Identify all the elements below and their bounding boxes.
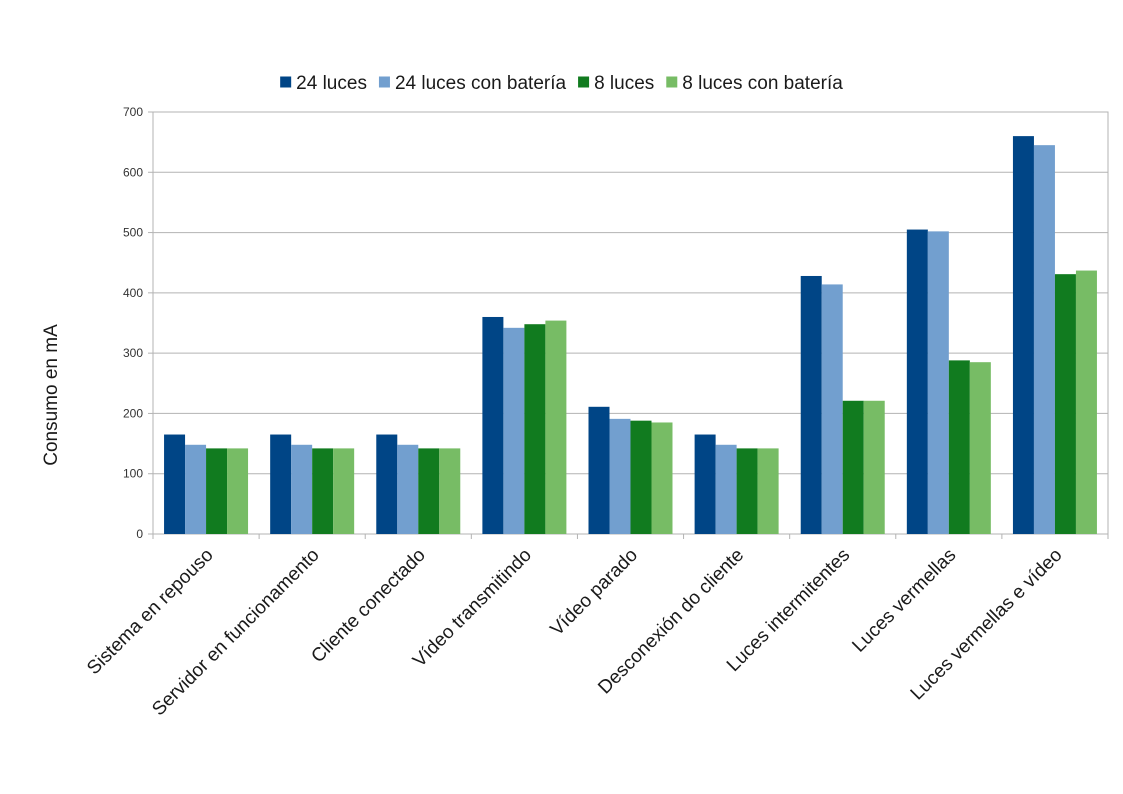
y-tick-label: 700 bbox=[123, 105, 143, 119]
bar bbox=[694, 434, 716, 534]
x-tick-label: Vídeo parado bbox=[547, 545, 643, 641]
legend-item: 8 luces bbox=[578, 73, 654, 94]
y-tick-label: 100 bbox=[123, 467, 143, 481]
y-tick-label: 0 bbox=[136, 527, 143, 541]
legend-label: 24 luces bbox=[296, 73, 367, 94]
bar bbox=[164, 434, 186, 534]
bar bbox=[948, 360, 970, 534]
bar bbox=[1033, 145, 1055, 534]
bar bbox=[906, 229, 928, 535]
bar bbox=[397, 444, 419, 534]
bar bbox=[206, 448, 228, 534]
legend-label: 8 luces con batería bbox=[682, 73, 843, 94]
legend-item: 8 luces con batería bbox=[666, 73, 843, 94]
bar bbox=[376, 434, 398, 534]
bar bbox=[418, 448, 440, 534]
bar bbox=[1054, 274, 1076, 534]
y-tick-label: 200 bbox=[123, 406, 143, 420]
bar bbox=[439, 448, 461, 534]
bar bbox=[291, 444, 313, 534]
legend-swatch bbox=[280, 76, 292, 88]
bar bbox=[227, 448, 249, 534]
bar bbox=[651, 422, 673, 534]
legend-label: 8 luces bbox=[594, 73, 654, 94]
x-tick-label: Vídeo transmitindo bbox=[409, 545, 536, 672]
bar bbox=[842, 400, 864, 534]
y-tick-label: 600 bbox=[123, 165, 143, 179]
bar bbox=[545, 320, 567, 534]
bar bbox=[1012, 136, 1034, 534]
x-tick-label: Luces vermellas bbox=[848, 545, 960, 657]
bar bbox=[333, 448, 355, 534]
bar bbox=[503, 327, 525, 534]
x-tick-label: Servidor en funcionamento bbox=[148, 545, 323, 720]
bar bbox=[588, 406, 610, 534]
bar bbox=[185, 444, 207, 534]
bar bbox=[482, 316, 504, 534]
bar bbox=[927, 231, 949, 534]
bar bbox=[969, 362, 991, 534]
legend-item: 24 luces con batería bbox=[378, 73, 567, 94]
bar bbox=[821, 284, 843, 534]
bar bbox=[1075, 270, 1097, 534]
legend-item: 24 luces bbox=[280, 73, 367, 94]
bar bbox=[524, 324, 546, 534]
legend-label: 24 luces con batería bbox=[395, 73, 567, 94]
y-axis-label: Consumo en mA bbox=[41, 324, 62, 466]
bar bbox=[630, 420, 652, 534]
y-tick-label: 300 bbox=[123, 346, 143, 360]
bar bbox=[609, 418, 631, 534]
bar bbox=[800, 275, 822, 534]
legend-swatch bbox=[578, 76, 590, 88]
bar bbox=[312, 448, 334, 534]
legend-swatch bbox=[378, 76, 390, 88]
y-tick-label: 500 bbox=[123, 226, 143, 240]
bar bbox=[736, 448, 758, 534]
bar bbox=[715, 444, 737, 534]
bar bbox=[270, 434, 292, 534]
x-tick-label: Cliente conectado bbox=[307, 545, 429, 667]
bar bbox=[863, 400, 885, 534]
legend: 24 luces 24 luces con batería 8 luces 8 luc… bbox=[280, 73, 843, 94]
legend-swatch bbox=[666, 76, 678, 88]
bar bbox=[757, 448, 779, 534]
y-tick-label: 400 bbox=[123, 286, 143, 300]
